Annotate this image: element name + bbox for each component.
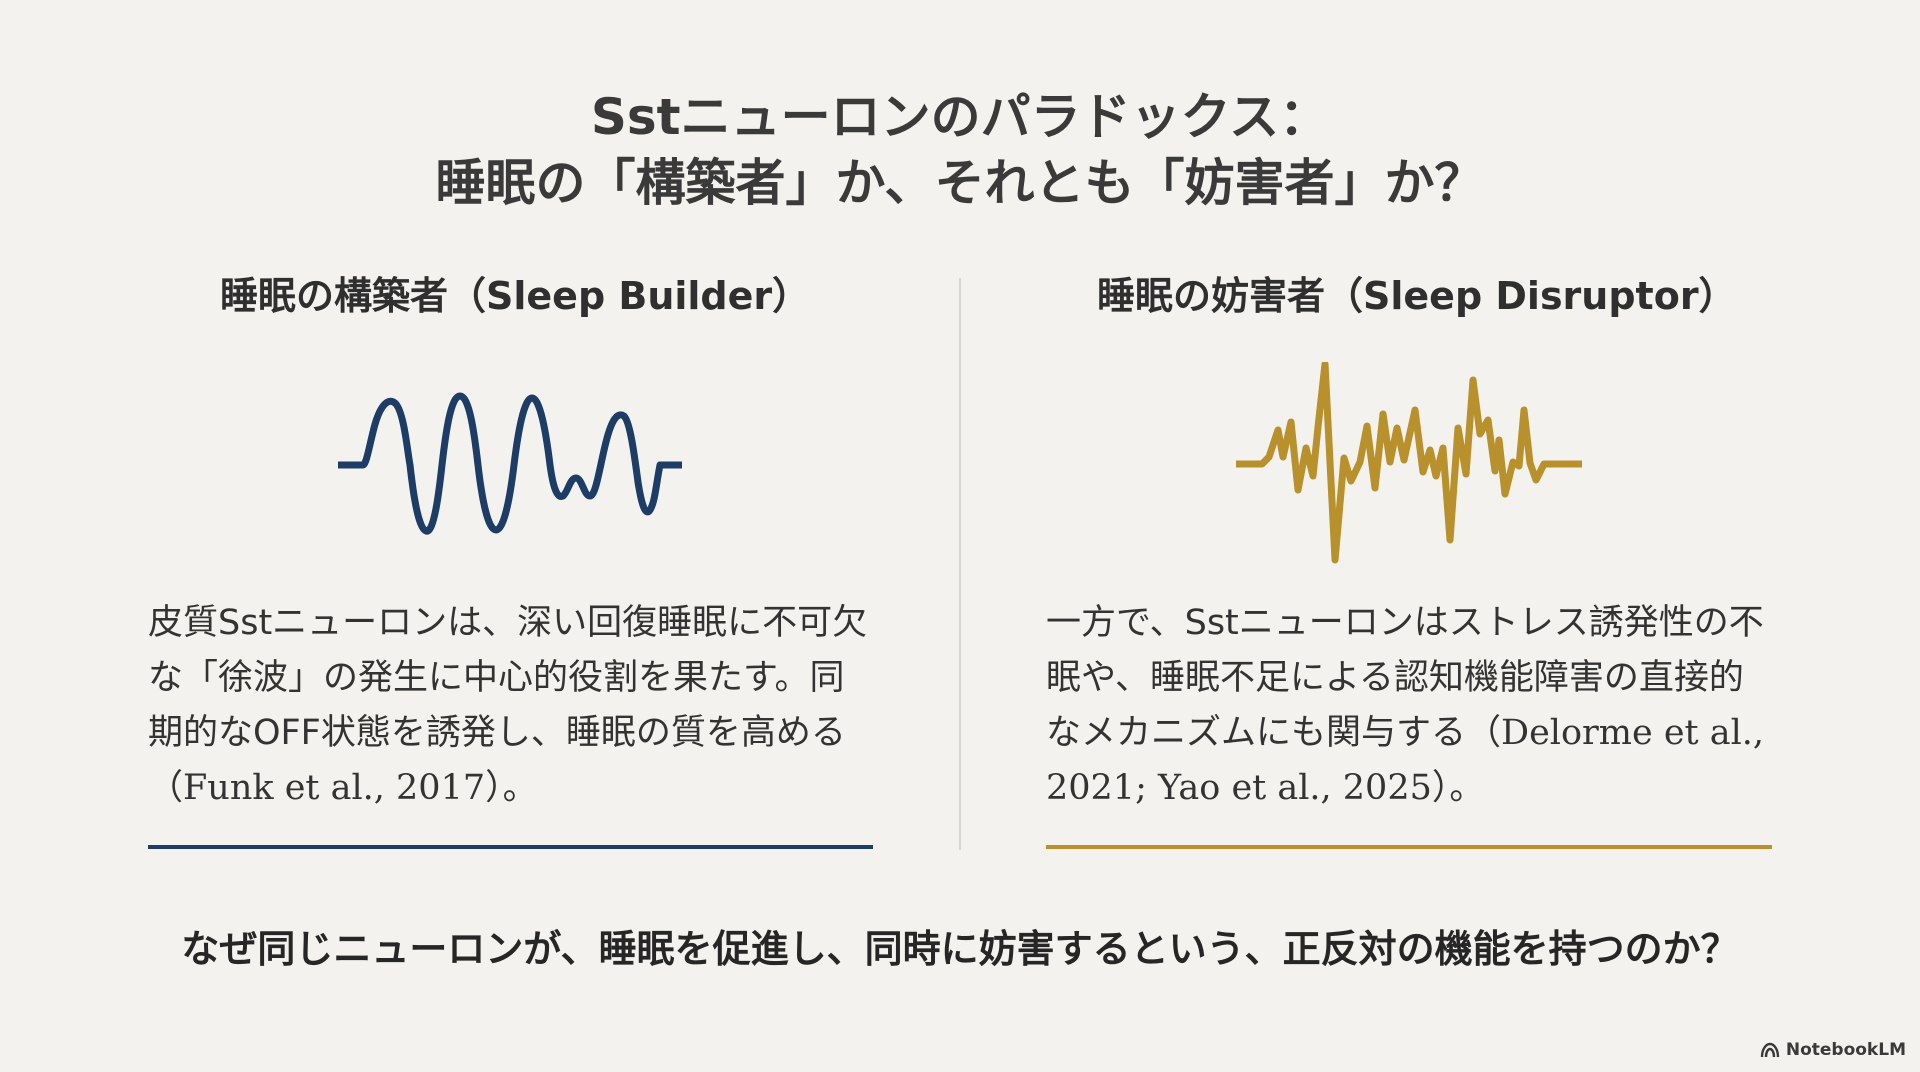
central-question: なぜ同じニューロンが、睡眠を促進し、同時に妨害するという、正反対の機能を持つのか… xyxy=(181,927,1739,971)
disruptor-accent-rule xyxy=(1046,845,1772,849)
slow-wave-icon xyxy=(338,392,682,535)
notebooklm-brand: NotebookLM xyxy=(1760,1040,1906,1060)
sleep-disruptor-description: 一方で、Sstニューロンはストレス誘発性の不眠や、睡眠不足による認知機能障害の直… xyxy=(1046,596,1776,816)
brand-label: NotebookLM xyxy=(1785,1040,1906,1060)
title-line-1: Sstニューロンのパラドックス： xyxy=(590,88,1330,146)
title-line-2: 睡眠の「構築者」か、それとも「妨害者」か？ xyxy=(435,154,1485,212)
sleep-builder-text: 皮質Sstニューロンは、深い回復睡眠に不可欠な「徐波」の発生に中心的役割を果たす… xyxy=(148,603,868,753)
sleep-builder-citation: （Funk et al., 2017）。 xyxy=(148,768,538,808)
sleep-disruptor-heading: 睡眠の妨害者（Sleep Disruptor） xyxy=(1097,274,1737,318)
slide-title: Sstニューロンのパラドックス： 睡眠の「構築者」か、それとも「妨害者」か？ xyxy=(0,84,1920,216)
irregular-wave-icon xyxy=(1236,362,1582,564)
sleep-disruptor-citation: （Delorme et al., 2021; Yao et al., 2025）… xyxy=(1046,713,1765,808)
builder-accent-rule xyxy=(148,845,873,849)
sleep-builder-description: 皮質Sstニューロンは、深い回復睡眠に不可欠な「徐波」の発生に中心的役割を果たす… xyxy=(148,596,878,816)
sleep-builder-heading: 睡眠の構築者（Sleep Builder） xyxy=(220,274,811,318)
notebooklm-logo-icon xyxy=(1760,1042,1780,1058)
column-divider xyxy=(959,278,961,850)
sleep-disruptor-text: 一方で、Sstニューロンはストレス誘発性の不眠や、睡眠不足による認知機能障害の直… xyxy=(1046,603,1764,753)
